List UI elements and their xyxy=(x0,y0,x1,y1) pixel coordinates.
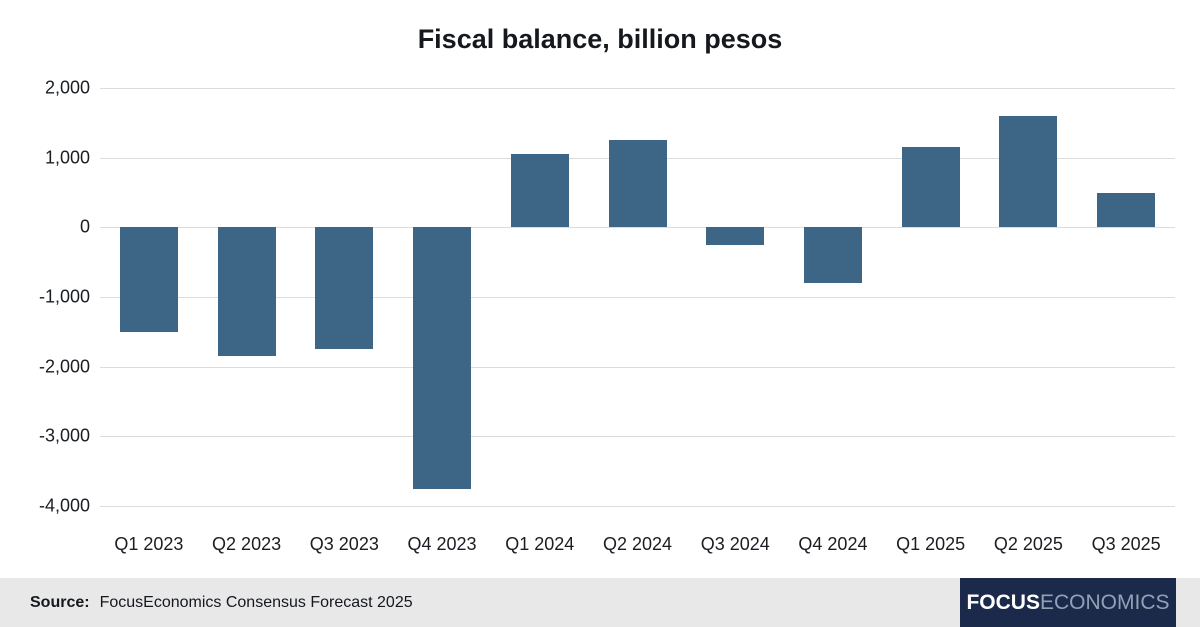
bar xyxy=(901,147,960,228)
y-tick-label: -3,000 xyxy=(38,425,90,446)
focuseconomics-logo: FOCUS ECONOMICS xyxy=(960,578,1176,627)
y-tick-label: 0 xyxy=(79,216,90,237)
source-note: Source: FocusEconomics Consensus Forecast… xyxy=(30,594,413,612)
bar xyxy=(999,115,1058,228)
x-tick-label: Q3 2025 xyxy=(1091,534,1161,554)
gridline xyxy=(100,506,1175,507)
logo-text-focus: FOCUS xyxy=(966,590,1040,614)
bar xyxy=(413,227,472,489)
x-tick-label: Q2 2023 xyxy=(212,534,282,554)
bar xyxy=(608,140,667,228)
y-axis-labels: 2,000 1,000 0 -1,000 -2,000 -3,000 -4,000 xyxy=(0,78,90,516)
chart-title: Fiscal balance, billion pesos xyxy=(417,24,783,54)
gridline xyxy=(100,88,1175,89)
gridline xyxy=(100,227,1175,229)
footer: Source: FocusEconomics Consensus Forecast… xyxy=(0,578,1200,627)
x-tick-label: Q1 2025 xyxy=(896,534,966,554)
bar xyxy=(510,154,569,228)
x-tick-label: Q3 2024 xyxy=(700,534,770,554)
x-tick-label: Q2 2024 xyxy=(602,534,673,554)
y-tick-label: -1,000 xyxy=(38,286,90,307)
y-tick-label: 2,000 xyxy=(44,77,90,98)
source-text: FocusEconomics Consensus Forecast 2025 xyxy=(99,593,413,611)
x-tick-label: Q2 2025 xyxy=(993,534,1063,554)
logo-text-economics: ECONOMICS xyxy=(1039,590,1170,614)
source-label: Source: xyxy=(30,593,90,611)
x-tick-label: Q1 2023 xyxy=(114,534,184,554)
y-tick-label: -2,000 xyxy=(38,356,90,377)
bar xyxy=(1097,192,1156,228)
x-tick-label: Q3 2023 xyxy=(309,534,379,554)
x-tick-label: Q4 2023 xyxy=(407,534,477,554)
bar xyxy=(119,227,178,332)
x-tick-label: Q4 2024 xyxy=(798,534,868,554)
gridline xyxy=(100,436,1175,438)
bar xyxy=(315,227,374,350)
plot-area xyxy=(100,88,1175,507)
x-tick-label: Q1 2024 xyxy=(505,534,575,554)
bar xyxy=(217,227,276,357)
gridline xyxy=(100,297,1175,298)
bar xyxy=(706,227,765,245)
y-tick-label: -4,000 xyxy=(38,495,90,516)
gridline xyxy=(100,366,1175,368)
y-tick-label: 1,000 xyxy=(44,147,90,168)
bar xyxy=(803,227,862,284)
x-axis-labels: Q1 2023 Q2 2023 Q3 2023 Q4 2023 Q1 2024 Q2 20… xyxy=(100,506,1175,566)
